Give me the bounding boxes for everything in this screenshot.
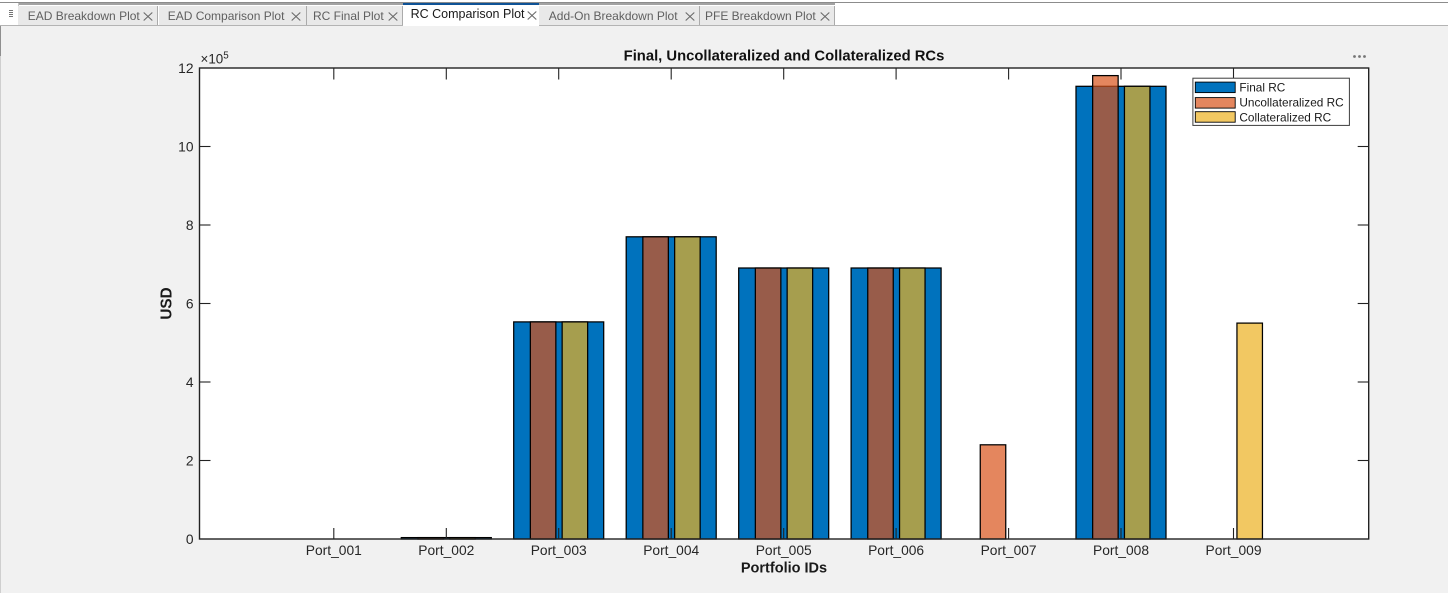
svg-text:Port_007: Port_007 [981, 543, 1037, 558]
svg-text:0: 0 [186, 532, 194, 547]
svg-text:Collateralized RC: Collateralized RC [1239, 110, 1331, 124]
svg-text:×105: ×105 [201, 51, 230, 67]
svg-text:8: 8 [186, 218, 194, 233]
svg-text:Port_002: Port_002 [418, 543, 474, 558]
svg-text:Uncollateralized RC: Uncollateralized RC [1239, 96, 1344, 110]
svg-text:6: 6 [186, 297, 194, 312]
svg-text:Port_009: Port_009 [1206, 543, 1262, 558]
svg-text:USD: USD [159, 287, 176, 319]
svg-text:4: 4 [186, 375, 194, 390]
svg-text:Final RC: Final RC [1239, 80, 1285, 94]
svg-text:Port_004: Port_004 [643, 543, 699, 558]
svg-text:Port_005: Port_005 [756, 543, 812, 558]
svg-text:Final, Uncollateralized and Co: Final, Uncollateralized and Collateraliz… [624, 49, 945, 65]
svg-text:Port_003: Port_003 [531, 543, 587, 558]
svg-text:Port_001: Port_001 [306, 543, 362, 558]
svg-text:10: 10 [178, 140, 194, 155]
svg-text:Port_008: Port_008 [1093, 543, 1149, 558]
svg-text:12: 12 [178, 61, 193, 76]
svg-text:2: 2 [186, 454, 194, 469]
svg-text:Port_006: Port_006 [868, 543, 924, 558]
svg-text:Portfolio IDs: Portfolio IDs [741, 561, 827, 577]
